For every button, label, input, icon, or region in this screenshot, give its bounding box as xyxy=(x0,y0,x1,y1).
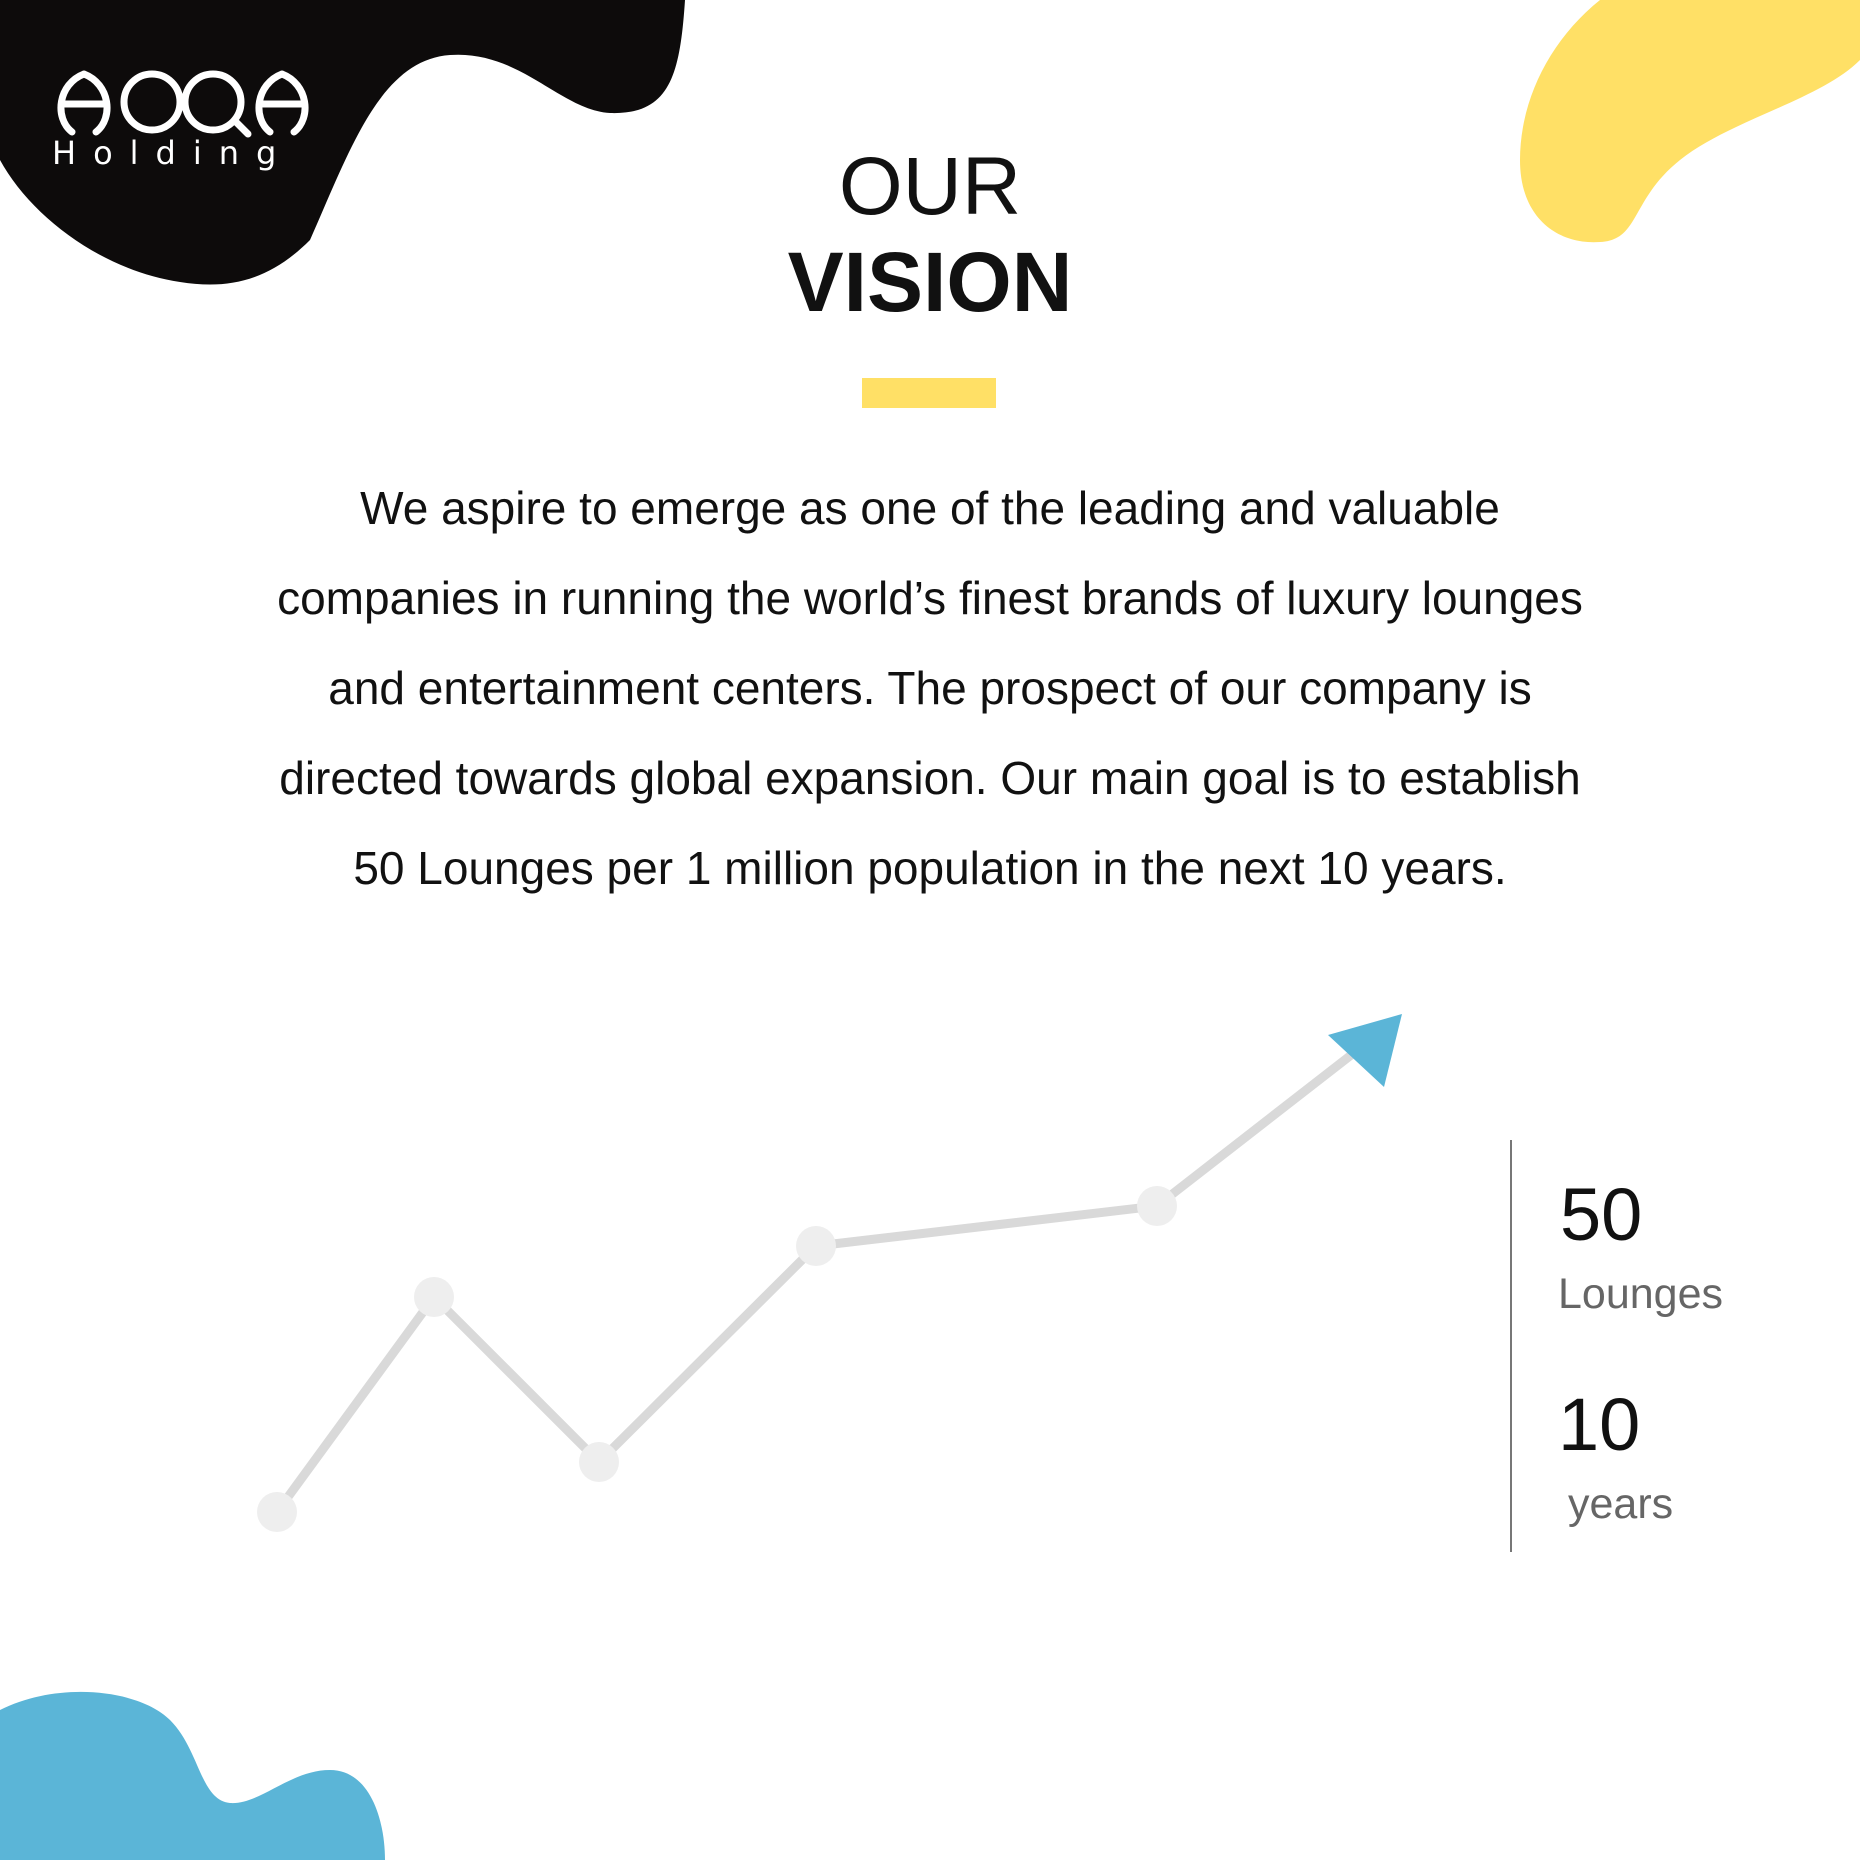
years-label: years xyxy=(1568,1480,1674,1528)
years-count: 10 xyxy=(1558,1383,1641,1466)
company-logo xyxy=(57,70,309,138)
vision-line-4: directed towards global expansion. Our m… xyxy=(279,752,1581,804)
vision-line-2: companies in running the world’s finest … xyxy=(277,572,1583,624)
lounges-label: Lounges xyxy=(1558,1270,1723,1318)
logo-sub-label: Holding xyxy=(52,134,294,172)
lounges-count: 50 xyxy=(1560,1173,1643,1256)
page-title-line2: VISION xyxy=(787,235,1073,329)
growth-point xyxy=(257,1492,297,1532)
yellow-corner-blob xyxy=(1520,0,1860,243)
accent-bar xyxy=(862,378,996,408)
blue-corner-blob xyxy=(0,1691,385,1860)
stats-divider xyxy=(1510,1140,1512,1552)
vision-line-1: We aspire to emerge as one of the leadin… xyxy=(360,482,1500,534)
growth-point xyxy=(579,1442,619,1482)
growth-line xyxy=(272,1047,1360,1517)
vision-paragraph: We aspire to emerge as one of the leadin… xyxy=(170,463,1690,913)
vision-line-5: 50 Lounges per 1 million population in t… xyxy=(353,842,1507,894)
growth-point xyxy=(796,1226,836,1266)
growth-point xyxy=(414,1277,454,1317)
page-title-line1: OUR xyxy=(838,141,1022,232)
vision-line-3: and entertainment centers. The prospect … xyxy=(328,662,1532,714)
arrow-up-right-icon xyxy=(1328,1014,1402,1087)
growth-point xyxy=(1137,1186,1177,1226)
black-corner-blob xyxy=(0,0,685,285)
